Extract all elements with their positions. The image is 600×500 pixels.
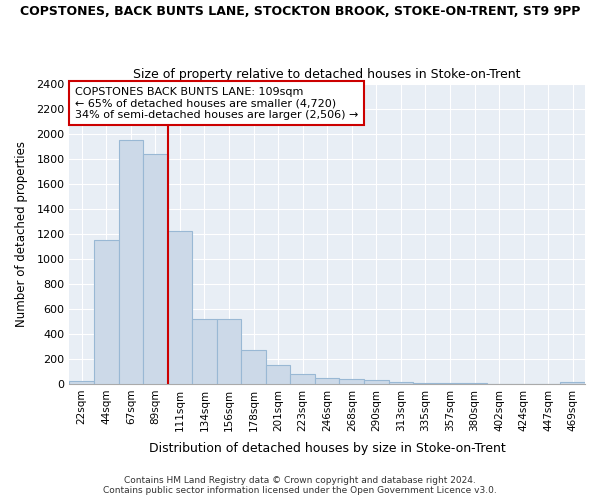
Text: COPSTONES, BACK BUNTS LANE, STOCKTON BROOK, STOKE-ON-TRENT, ST9 9PP: COPSTONES, BACK BUNTS LANE, STOCKTON BRO… <box>20 5 580 18</box>
Title: Size of property relative to detached houses in Stoke-on-Trent: Size of property relative to detached ho… <box>133 68 521 81</box>
Bar <box>315 378 340 384</box>
Bar <box>70 381 94 384</box>
Y-axis label: Number of detached properties: Number of detached properties <box>15 140 28 326</box>
Bar <box>389 382 413 384</box>
Bar <box>266 365 290 384</box>
Bar <box>192 319 217 384</box>
Bar <box>437 383 462 384</box>
Bar <box>340 379 364 384</box>
Bar <box>217 319 241 384</box>
X-axis label: Distribution of detached houses by size in Stoke-on-Trent: Distribution of detached houses by size … <box>149 442 506 455</box>
Bar <box>560 382 585 384</box>
Bar <box>119 140 143 384</box>
Bar <box>241 350 266 384</box>
Bar <box>364 380 389 384</box>
Text: Contains HM Land Registry data © Crown copyright and database right 2024.
Contai: Contains HM Land Registry data © Crown c… <box>103 476 497 495</box>
Bar <box>94 240 119 384</box>
Text: COPSTONES BACK BUNTS LANE: 109sqm
← 65% of detached houses are smaller (4,720)
3: COPSTONES BACK BUNTS LANE: 109sqm ← 65% … <box>74 86 358 120</box>
Bar <box>143 154 167 384</box>
Bar <box>290 374 315 384</box>
Bar <box>167 231 192 384</box>
Bar <box>413 383 437 384</box>
